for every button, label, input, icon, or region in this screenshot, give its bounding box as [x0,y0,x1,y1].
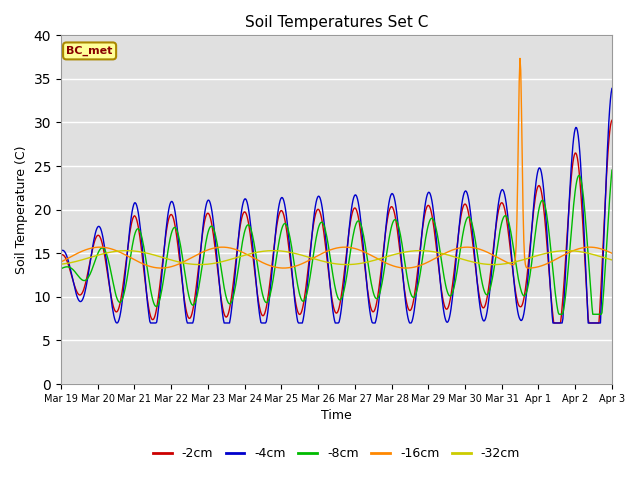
Title: Soil Temperatures Set C: Soil Temperatures Set C [244,15,428,30]
Y-axis label: Soil Temperature (C): Soil Temperature (C) [15,145,28,274]
Legend: -2cm, -4cm, -8cm, -16cm, -32cm: -2cm, -4cm, -8cm, -16cm, -32cm [148,442,525,465]
Text: BC_met: BC_met [67,46,113,56]
X-axis label: Time: Time [321,409,352,422]
